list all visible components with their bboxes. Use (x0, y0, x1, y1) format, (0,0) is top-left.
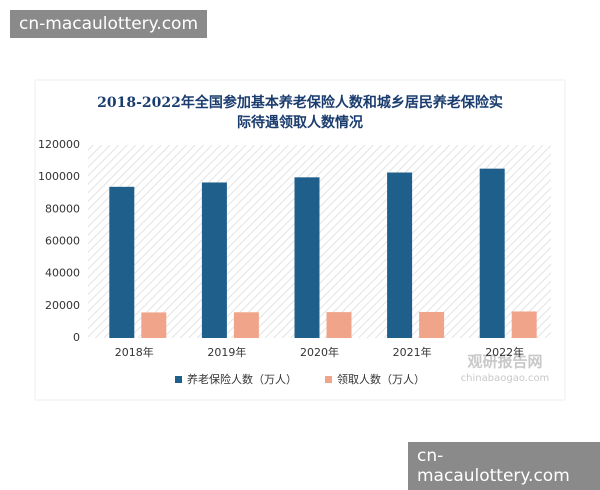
bar (109, 186, 135, 338)
bar (387, 172, 413, 338)
source-mark: chinabaogao.com (461, 373, 550, 384)
legend-label: 领取人数（万人） (337, 373, 425, 386)
y-tick-label: 100000 (38, 170, 80, 183)
bar (479, 168, 505, 338)
bar (201, 182, 227, 338)
chart-title: 际待遇领取人数情况 (237, 114, 363, 131)
bar (294, 177, 320, 338)
page: cn-macaulottery.com 2018-2022年全国参加基本养老保险… (10, 10, 600, 490)
y-tick-label: 120000 (38, 138, 80, 151)
y-tick-label: 0 (73, 331, 80, 344)
x-tick-label: 2018年 (115, 345, 154, 359)
legend-label: 养老保险人数（万人） (187, 372, 297, 386)
bar (419, 311, 445, 338)
chart: 2018-2022年全国参加基本养老保险人数和城乡居民养老保险实 际待遇领取人数… (34, 79, 566, 401)
x-tick-label: 2019年 (207, 345, 246, 359)
bar (511, 311, 537, 338)
bar (326, 312, 352, 338)
source-mark: 观研报告网 (467, 353, 542, 371)
y-tick-label: 40000 (45, 267, 80, 280)
x-tick-label: 2021年 (393, 345, 432, 359)
bar (233, 312, 259, 338)
y-tick-label: 60000 (45, 235, 80, 248)
y-tick-label: 80000 (45, 202, 80, 215)
bar (141, 312, 167, 338)
legend-swatch (175, 376, 182, 383)
watermark: cn-macaulottery.com (408, 442, 600, 490)
legend-swatch (325, 376, 332, 383)
x-tick-label: 2022年 (485, 345, 524, 359)
watermark: cn-macaulottery.com (10, 10, 208, 38)
x-tick-label: 2020年 (300, 345, 339, 359)
chart-title: 2018-2022年全国参加基本养老保险人数和城乡居民养老保险实 (97, 94, 503, 111)
y-tick-label: 20000 (45, 299, 80, 312)
